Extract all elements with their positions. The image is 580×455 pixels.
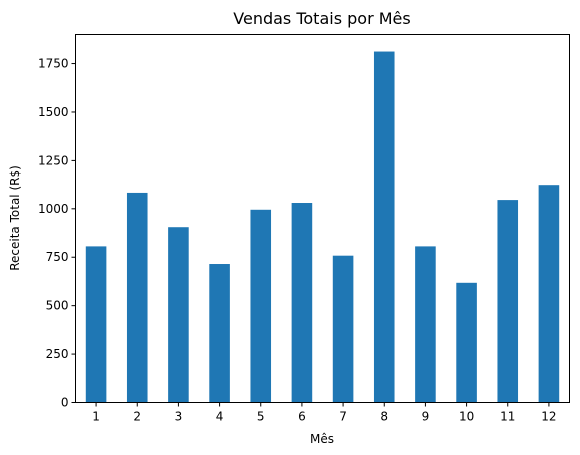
- bars-group: [85, 51, 560, 403]
- x-tick-label: 11: [500, 410, 515, 424]
- bar-month-1: [85, 246, 107, 403]
- x-tick-label: 9: [422, 410, 430, 424]
- y-tick-label: 0: [61, 396, 69, 410]
- x-tick-label: 12: [541, 410, 556, 424]
- y-tick-label: 250: [46, 347, 69, 361]
- x-tick-label: 7: [339, 410, 347, 424]
- y-tick-label: 1000: [38, 202, 69, 216]
- y-axis-label: Receita Total (R$): [8, 165, 22, 271]
- y-tick-label: 750: [46, 250, 69, 264]
- bar-month-2: [126, 192, 148, 403]
- x-tick-label: 3: [175, 410, 183, 424]
- bar-month-12: [538, 185, 560, 403]
- y-tick-label: 500: [46, 299, 69, 313]
- y-tick-label: 1250: [38, 153, 69, 167]
- x-tick-label: 8: [380, 410, 388, 424]
- bar-month-3: [168, 227, 189, 403]
- bar-month-5: [250, 209, 272, 403]
- bar-month-7: [332, 255, 354, 403]
- y-tick-label: 1750: [38, 57, 69, 71]
- x-tick-label: 10: [459, 410, 474, 424]
- bar-month-10: [456, 282, 477, 403]
- bar-month-4: [209, 264, 230, 403]
- x-tick-label: 6: [298, 410, 306, 424]
- x-tick-label: 5: [257, 410, 265, 424]
- x-tick-label: 1: [92, 410, 100, 424]
- y-tick-label: 1500: [38, 105, 69, 119]
- plot-frame: [75, 34, 570, 403]
- chart-title: Vendas Totais por Mês: [233, 9, 410, 28]
- x-axis-label: Mês: [310, 432, 334, 446]
- bar-month-11: [497, 200, 519, 403]
- x-tick-label: 4: [216, 410, 224, 424]
- x-tick-label: 2: [133, 410, 141, 424]
- x-axis-ticks: 1 2 3 4 5 6 7 8 9 10 11 12: [92, 402, 557, 424]
- bar-month-8: [373, 51, 395, 403]
- y-axis-ticks: 0 250 500 750 1000 1250 1500 1750: [38, 57, 76, 410]
- bar-month-6: [291, 203, 313, 403]
- bar-month-9: [415, 246, 436, 403]
